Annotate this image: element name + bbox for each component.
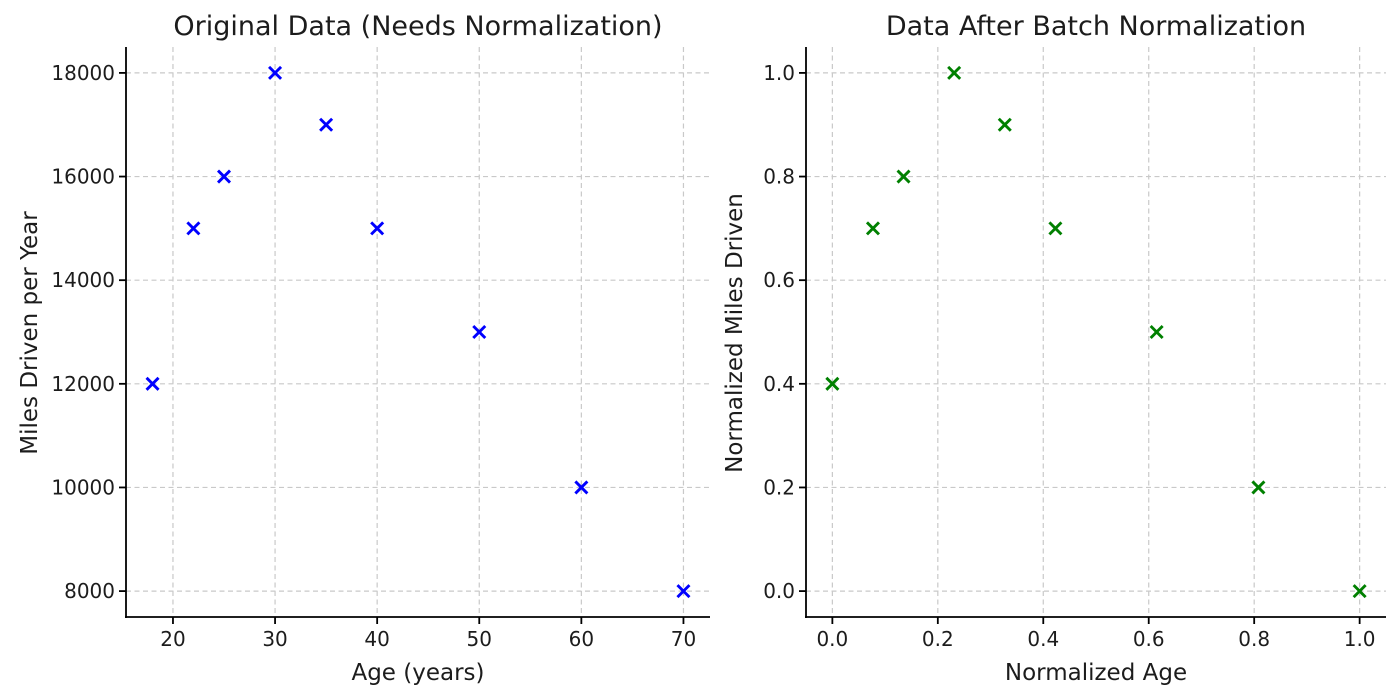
left-data-point-marker	[145, 376, 160, 391]
left-x-tick-label: 50	[467, 627, 492, 651]
right-x-axis-label: Normalized Age	[1004, 660, 1188, 686]
x-marker-stroke	[574, 480, 589, 495]
right-x-tick-label: 0.0	[816, 627, 848, 651]
right-data-point-marker	[947, 65, 962, 80]
left-x-tick-label: 20	[160, 627, 185, 651]
left-data-point-marker	[472, 324, 487, 340]
x-marker-stroke	[896, 169, 911, 184]
x-marker-stroke	[1352, 584, 1367, 599]
x-marker-stroke	[865, 221, 880, 236]
right-data-point-marker	[1048, 221, 1063, 236]
x-marker-stroke	[1251, 480, 1266, 495]
left-x-tick-label: 30	[262, 627, 287, 651]
right-y-tick-label: 1.0	[763, 61, 795, 85]
right-x-tick-label: 0.6	[1133, 627, 1165, 651]
right-data-point-marker	[1149, 324, 1164, 340]
x-marker-stroke	[1149, 324, 1164, 340]
x-marker-stroke	[145, 376, 160, 391]
left-data-point-marker	[676, 584, 691, 599]
right-x-tick-label: 1.0	[1344, 627, 1376, 651]
x-marker-stroke	[319, 117, 334, 132]
x-marker-stroke	[947, 65, 962, 80]
left-chart-title: Original Data (Needs Normalization)	[173, 11, 663, 42]
left-y-tick-label: 16000	[51, 165, 115, 189]
left-y-tick-label: 14000	[51, 268, 115, 292]
left-data-point-marker	[216, 169, 232, 184]
right-data-point-marker	[865, 221, 880, 236]
right-data-point-marker	[1251, 480, 1266, 495]
left-x-tick-label: 60	[569, 627, 594, 651]
left-y-tick-label: 8000	[64, 579, 115, 603]
x-marker-stroke	[268, 65, 283, 80]
x-marker-stroke	[186, 221, 201, 236]
left-x-tick-label: 40	[364, 627, 389, 651]
left-data-point-marker	[268, 65, 283, 80]
x-marker-stroke	[997, 117, 1012, 132]
left-y-tick-label: 10000	[51, 475, 115, 499]
right-data-point-marker	[1352, 584, 1367, 599]
left-y-tick-label: 12000	[51, 372, 115, 396]
right-chart-title: Data After Batch Normalization	[885, 11, 1307, 42]
right-y-tick-label: 0.2	[763, 475, 795, 499]
x-marker-stroke	[1048, 221, 1063, 236]
left-data-point-marker	[370, 221, 385, 236]
right-data-point-marker	[997, 117, 1012, 132]
x-marker-stroke	[370, 221, 385, 236]
left-y-axis-label: Miles Driven per Year	[17, 211, 43, 455]
right-data-point-marker	[896, 169, 911, 184]
x-marker-stroke	[676, 584, 691, 599]
right-y-tick-label: 0.0	[763, 579, 795, 603]
left-x-tick-label: 70	[671, 627, 696, 651]
right-x-tick-label: 0.8	[1238, 627, 1270, 651]
left-data-point-marker	[186, 221, 201, 236]
right-data-point-marker	[825, 376, 840, 391]
left-y-tick-label: 18000	[51, 61, 115, 85]
left-data-point-marker	[319, 117, 334, 132]
right-y-tick-label: 0.4	[763, 372, 795, 396]
x-marker-stroke	[825, 376, 840, 391]
right-y-axis-label: Normalized Miles Driven	[722, 193, 748, 473]
left-x-axis-label: Age (years)	[351, 660, 485, 686]
right-y-tick-label: 0.8	[763, 165, 795, 189]
left-data-point-marker	[574, 480, 589, 495]
right-y-tick-label: 0.6	[763, 268, 795, 292]
right-x-tick-label: 0.2	[922, 627, 954, 651]
x-marker-stroke	[472, 324, 487, 340]
x-marker-stroke	[216, 169, 232, 184]
right-x-tick-label: 0.4	[1027, 627, 1059, 651]
